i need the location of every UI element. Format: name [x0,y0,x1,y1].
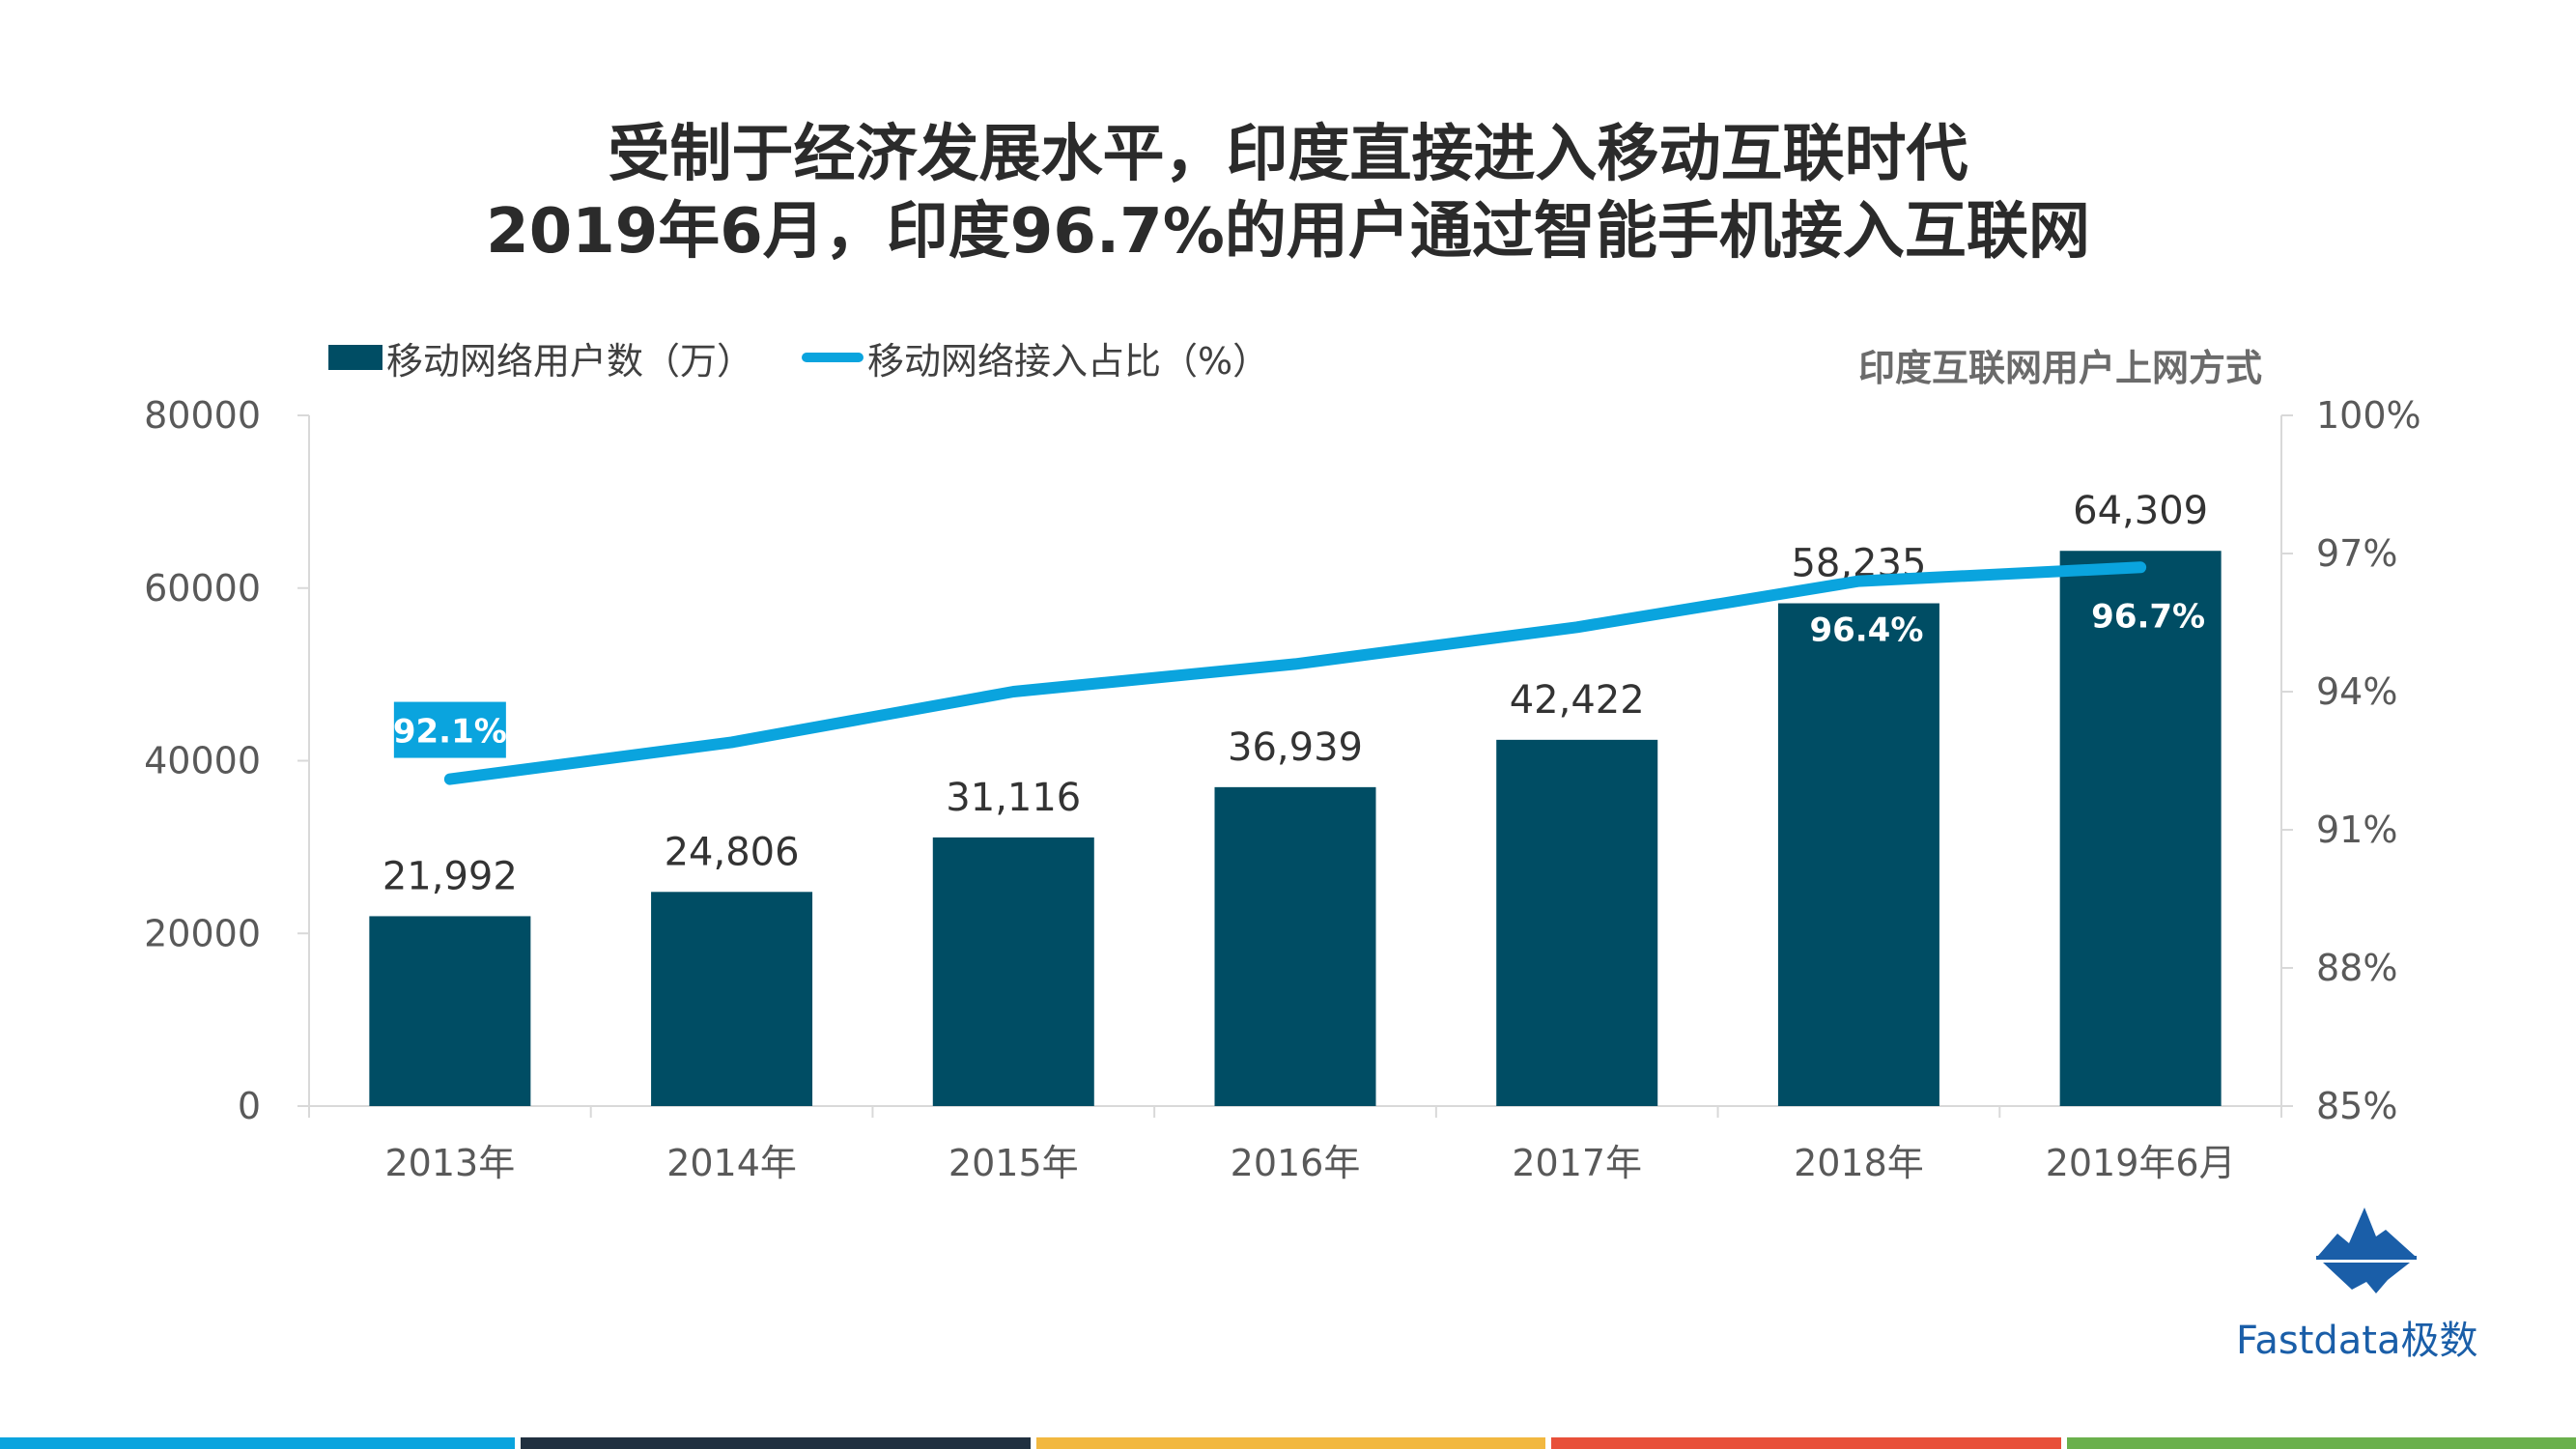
left-axis-tick-label: 40000 [144,740,261,782]
chart-subtitle: 印度互联网用户上网方式 [1857,347,2262,389]
bar-value-label: 64,309 [2073,489,2208,533]
bar-value-label: 21,992 [382,854,518,898]
line-label-box [393,701,506,758]
right-axis-tick-label: 91% [2316,809,2397,851]
line-value-label: 92.1% [393,713,507,752]
line-point [1573,624,1580,631]
x-axis-tick-label: 2014年 [666,1142,797,1184]
bar [2059,551,2222,1106]
bar-value-label: 24,806 [665,830,800,874]
bar [932,837,1094,1106]
bar-value-label: 31,116 [946,776,1081,820]
legend-swatch-bar [328,345,382,370]
footer-strip-segment [521,1437,1031,1449]
line-point [1292,661,1298,668]
logo-text: Fastdata极数 [2236,1319,2478,1363]
chart-title-line2: 2019年6月，印度96.7%的用户通过智能手机接入互联网 [486,196,2090,268]
legend-label-bar: 移动网络用户数（万） [386,339,754,383]
bar [651,892,813,1106]
right-axis-tick-label: 94% [2316,670,2397,713]
left-axis-tick-label: 60000 [144,567,261,610]
bar [1496,739,1658,1106]
footer-strip-segment [1035,1437,1546,1449]
right-axis-tick-label: 100% [2316,394,2421,437]
x-axis-tick-label: 2018年 [1794,1142,1924,1184]
legend-label-line: 移动网络接入占比（%） [867,339,1270,383]
left-axis-tick-label: 20000 [144,912,261,954]
footer-strip-segment [0,1437,516,1449]
x-axis-tick-label: 2017年 [1512,1142,1642,1184]
line-point [446,776,453,782]
right-axis-tick-label: 88% [2316,947,2397,989]
legend-swatch-line [802,353,863,362]
iceberg-logo-icon [2316,1208,2417,1293]
bar-value-label: 42,422 [1510,678,1645,723]
line-point [2137,564,2144,571]
x-axis-tick-label: 2015年 [948,1142,1079,1184]
right-axis-tick-label: 97% [2316,532,2397,575]
x-axis-tick-label: 2019年6月 [2046,1142,2236,1184]
line-value-label: 96.4% [1809,611,1923,650]
bar [369,916,531,1106]
bar [1214,786,1376,1106]
chart-title-line1: 受制于经济发展水平，印度直接进入移动互联时代 [608,119,1968,190]
x-axis-tick-label: 2016年 [1231,1142,1361,1184]
line-point [1855,578,1862,584]
left-axis-tick-label: 0 [238,1085,261,1127]
legend-item-bar: 移动网络用户数（万） [328,333,754,383]
bar [1777,603,1939,1106]
line-point [728,739,735,746]
legend-item-line: 移动网络接入占比（%） [802,333,1270,383]
line-value-label: 96.7% [2091,597,2205,636]
line-point [1010,689,1017,695]
left-axis-tick-label: 80000 [144,394,261,437]
bar-value-label: 36,939 [1228,725,1363,770]
footer-strip-segment [1551,1437,2061,1449]
right-axis-tick-label: 85% [2316,1085,2397,1127]
x-axis-tick-label: 2013年 [384,1142,515,1184]
footer-strip-segment [2066,1437,2576,1449]
